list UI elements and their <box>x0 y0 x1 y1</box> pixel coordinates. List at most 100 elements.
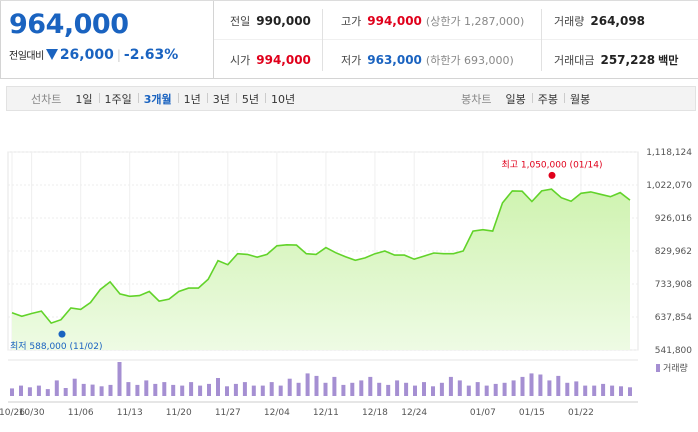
stat-label: 저가 <box>341 53 362 67</box>
volume-bar <box>323 382 328 396</box>
volume-bar <box>404 382 409 396</box>
stat-value: 994,000 <box>256 52 311 67</box>
volume-bar <box>368 376 373 396</box>
stat-value: 264,098 <box>590 13 646 28</box>
volume-bar <box>117 362 122 396</box>
y-tick-label: 637,854 <box>655 313 692 323</box>
stat-sub: (상한가 1,287,000) <box>425 14 525 28</box>
stat-label: 전일 <box>230 14 251 28</box>
volume-bar <box>413 385 417 396</box>
volume-bar <box>171 384 176 396</box>
quote-panel: 964,000 전일대비 26,000 | -2.63% 전일 990,000 고가 … <box>0 0 698 79</box>
volume-bar <box>54 380 59 396</box>
price-chart: 1,118,124 1,022,070 926,016 829,962 733,908 6… <box>0 138 698 432</box>
volume-bar <box>350 382 355 396</box>
volume-bar <box>144 380 149 396</box>
price-chart-svg: 1,118,124 1,022,070 926,016 829,962 733,908 6… <box>0 148 692 418</box>
volume-bar <box>19 385 23 396</box>
volume-bar <box>448 376 453 396</box>
tab-monthly-candle[interactable]: 월봉 <box>564 91 596 107</box>
stat-prev-close: 전일 990,000 <box>230 1 311 40</box>
y-tick-label: 829,962 <box>655 247 692 257</box>
high-marker <box>548 171 556 179</box>
volume-bar <box>198 385 203 396</box>
stat-volume: 거래량 264,098 <box>554 1 645 40</box>
volume-bar <box>72 378 77 396</box>
stat-sub: (하한가 693,000) <box>425 53 514 67</box>
y-tick-label: 1,118,124 <box>646 148 692 158</box>
volume-bar <box>422 382 426 396</box>
volume-bar <box>126 382 131 396</box>
stats-row-divider <box>214 39 698 40</box>
volume-bar <box>81 383 86 396</box>
volume-legend-label: 거래량 <box>663 362 688 374</box>
tab-1y[interactable]: 1년 <box>177 91 207 107</box>
tab-3m[interactable]: 3개월 <box>137 91 178 107</box>
stat-label: 거래대금 <box>554 53 595 67</box>
price-box: 964,000 전일대비 26,000 | -2.63% <box>0 1 214 79</box>
volume-bar <box>108 384 113 396</box>
volume-bar <box>377 382 382 396</box>
stat-label: 거래량 <box>554 14 585 28</box>
tab-daily-candle[interactable]: 일봉 <box>505 92 526 106</box>
change-row: 전일대비 26,000 | -2.63% <box>9 47 178 63</box>
y-tick-label: 926,016 <box>655 214 692 224</box>
stat-high: 고가 994,000 (상한가 1,287,000) <box>341 1 524 40</box>
volume-bar <box>135 384 140 396</box>
volume-bar <box>493 383 498 396</box>
volume-bar <box>511 380 516 396</box>
volume-bar <box>574 381 579 396</box>
stats-col-divider <box>541 9 542 71</box>
volume-bar <box>260 385 265 396</box>
stat-value: 963,000 <box>367 52 422 67</box>
volume-bar <box>99 386 104 396</box>
volume-bar <box>475 382 480 396</box>
stat-label: 고가 <box>341 14 362 28</box>
stat-unit: 백만 <box>658 53 679 67</box>
stat-value: 257,228 <box>600 52 656 67</box>
candle-chart-label: 봉차트 <box>461 92 492 106</box>
high-annotation: 최고 1,050,000 (01/14) <box>501 159 602 170</box>
current-price: 964,000 <box>9 9 129 40</box>
volume-bar <box>538 374 543 396</box>
tab-5y[interactable]: 5년 <box>235 91 265 107</box>
volume-bar <box>359 380 364 396</box>
stats-col-divider <box>322 9 323 71</box>
x-tick-label: 11/27 <box>215 408 241 418</box>
volume-bar <box>296 382 301 396</box>
volume-bar <box>153 383 158 396</box>
volume-bar <box>225 386 229 396</box>
volume-bar <box>601 383 606 396</box>
x-tick-label: 12/18 <box>362 408 388 418</box>
volume-bar <box>520 376 525 396</box>
tab-1d[interactable]: 1일 <box>75 92 93 106</box>
x-tick-label: 11/20 <box>166 408 192 418</box>
volume-bar <box>45 389 50 396</box>
volume-bar <box>484 385 489 396</box>
volume-bar <box>457 380 462 396</box>
volume-bar <box>628 387 632 396</box>
tab-weekly-candle[interactable]: 주봉 <box>531 91 564 107</box>
volume-bar <box>305 373 310 396</box>
y-tick-label: 1,022,070 <box>646 181 692 191</box>
x-tick-label: 10/30 <box>19 408 45 418</box>
low-annotation: 최저 588,000 (11/02) <box>10 341 102 352</box>
volume-bar <box>314 375 319 396</box>
tab-10y[interactable]: 10년 <box>265 91 301 107</box>
change-value: 26,000 <box>59 47 114 63</box>
x-tick-label: 01/15 <box>519 408 545 418</box>
volume-bar <box>556 375 561 396</box>
volume-bar <box>278 385 283 396</box>
x-tick-label: 01/22 <box>568 408 594 418</box>
stat-amount: 거래대금 257,228 백만 <box>554 40 678 79</box>
down-triangle-icon <box>45 49 58 60</box>
stats-grid: 전일 990,000 고가 994,000 (상한가 1,287,000) 거래… <box>214 1 698 79</box>
volume-bar <box>502 382 507 396</box>
chart-period-tabs: 선차트 1일 1주일 3개월 1년 3년 5년 10년 봉차트 일봉 주봉 월봉 <box>6 86 696 111</box>
tab-1w[interactable]: 1주일 <box>98 91 138 107</box>
tab-3y[interactable]: 3년 <box>206 91 236 107</box>
volume-bar <box>466 385 471 396</box>
x-tick-label: 12/04 <box>264 408 290 418</box>
volume-bar <box>36 385 41 396</box>
volume-bar <box>592 385 597 396</box>
